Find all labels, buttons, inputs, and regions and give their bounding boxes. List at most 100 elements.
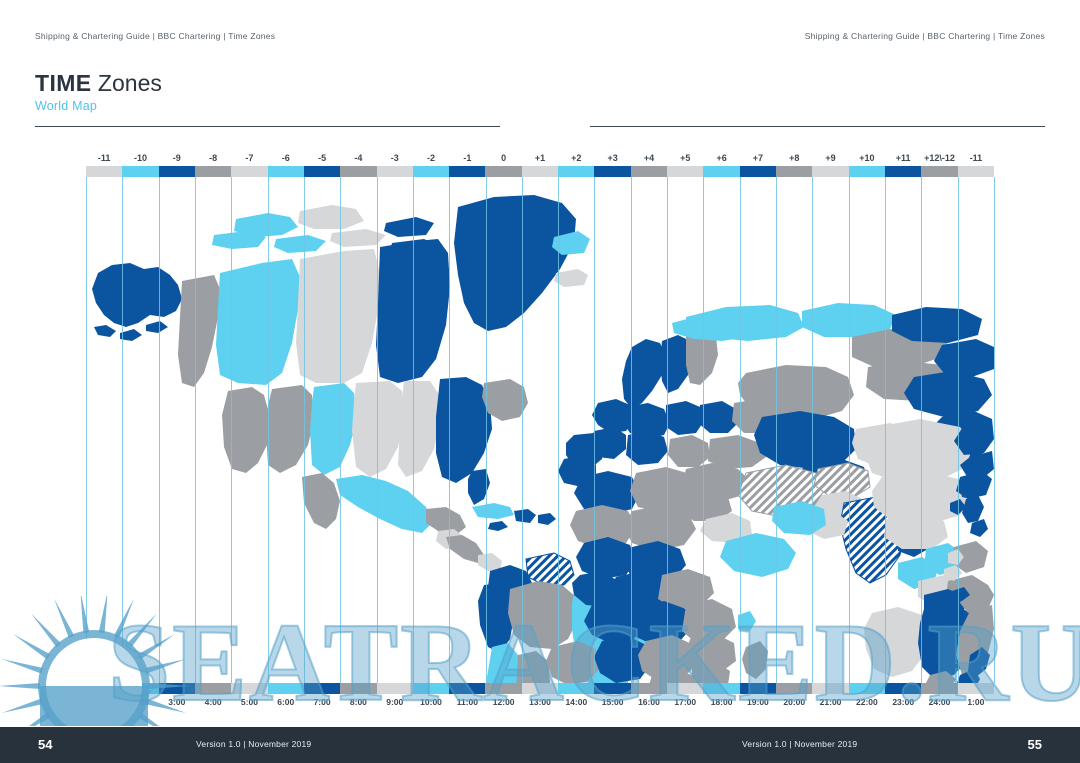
page-title-strong: TIME	[35, 70, 92, 96]
utc-offset-label: +5	[680, 153, 691, 163]
time-zone-band	[376, 166, 413, 177]
map-canvas	[86, 177, 994, 683]
utc-offset-label: -7	[245, 153, 254, 163]
time-zone-band	[158, 683, 195, 694]
time-zone-band	[884, 683, 922, 694]
title-divider-left	[35, 126, 500, 127]
utc-offset-label: -3	[390, 153, 399, 163]
time-zone-band	[921, 166, 958, 177]
time-zone-band	[521, 683, 559, 694]
page-footer: 54 Version 1.0 | November 2019 Version 1…	[0, 727, 1080, 763]
time-zone-band	[267, 683, 304, 694]
time-zone-band	[558, 683, 595, 694]
utc-offset-label: -11	[97, 153, 111, 163]
utc-offset-label: +12\-12	[924, 153, 955, 163]
local-hour-label: 11:00	[456, 697, 478, 707]
local-hour-label: 8:00	[349, 697, 367, 707]
local-hour-label: 14:00	[565, 697, 588, 707]
time-zone-band	[848, 166, 885, 177]
local-hour-label: 1:00	[967, 697, 985, 707]
local-hour-label: 15:00	[601, 697, 624, 707]
local-hour-label: 21:00	[819, 697, 842, 707]
utc-offset-label: +2	[571, 153, 582, 163]
time-zone-band	[957, 166, 994, 177]
time-zone-band	[667, 166, 704, 177]
world-time-zone-map[interactable]	[86, 166, 995, 694]
time-zone-band	[412, 683, 450, 694]
local-hour-label: 10:00	[420, 697, 442, 707]
time-zone-band	[703, 166, 740, 177]
running-header-right: Shipping & Chartering Guide | BBC Charte…	[804, 31, 1045, 41]
time-zone-band	[449, 683, 486, 694]
page-number-right: 55	[1027, 737, 1042, 752]
local-hour-label: 23:00	[892, 697, 915, 707]
time-zone-band	[231, 166, 268, 177]
local-hour-label: 16:00	[638, 697, 660, 707]
time-zone-band	[630, 166, 667, 177]
utc-offset-label: -5	[318, 153, 327, 163]
utc-offset-label: +7	[752, 153, 764, 163]
local-hour-label: 4:00	[204, 697, 222, 707]
time-zone-band	[449, 166, 486, 177]
map-landmasses	[92, 195, 994, 683]
time-zone-band	[485, 166, 522, 177]
page-title-block: TIME Zones World Map	[35, 70, 162, 113]
time-zone-band	[739, 683, 776, 694]
time-zone-band	[194, 166, 232, 177]
time-zone-band	[703, 683, 740, 694]
time-zone-band	[485, 683, 522, 694]
title-divider-right	[590, 126, 1045, 127]
utc-offset-label: -4	[354, 153, 363, 163]
utc-offset-label: +3	[607, 153, 618, 163]
local-hour-ruler: 1:00 2:00 3:00 4:00 5:00 6:00 7:00 8:00 9:00 10:0…	[86, 697, 994, 711]
page-title: TIME Zones	[35, 70, 162, 96]
local-hour-label: 12:00	[492, 697, 515, 707]
time-zone-band	[194, 683, 232, 694]
time-zone-band	[412, 166, 450, 177]
time-zone-band	[594, 683, 631, 694]
footer-version-right: Version 1.0 | November 2019	[742, 739, 858, 749]
utc-offset-label: +11	[895, 153, 911, 163]
utc-offset-label: -8	[209, 153, 218, 163]
time-zone-band	[667, 683, 704, 694]
local-hour-label: 2:00	[131, 697, 149, 707]
utc-offset-label: 0	[501, 153, 507, 163]
time-zone-band	[884, 166, 922, 177]
time-zone-band	[594, 166, 631, 177]
local-hour-label: 24:00	[928, 697, 951, 707]
local-hour-label: 18:00	[710, 697, 733, 707]
time-zone-band	[521, 166, 559, 177]
time-zone-band	[848, 683, 885, 694]
time-zone-band	[122, 166, 159, 177]
local-hour-label: 22:00	[856, 697, 878, 707]
time-zone-band	[340, 683, 377, 694]
local-hour-label: 17:00	[674, 697, 697, 707]
time-zone-band	[158, 166, 195, 177]
time-zone-band	[340, 166, 377, 177]
local-hour-label: 13:00	[529, 697, 551, 707]
utc-offset-ruler: -11 -10 -9 -8 -7 -6 -5 -4 -3 -2 -1 0 +1 +2 +3 +4 +5 +6 +7 +…	[86, 153, 994, 166]
utc-offset-label: +6	[716, 153, 727, 163]
running-header-left: Shipping & Chartering Guide | BBC Charte…	[35, 31, 276, 41]
time-zone-band	[775, 166, 813, 177]
utc-offset-label: +10	[859, 153, 875, 163]
time-zone-band	[86, 683, 123, 694]
time-zone-band	[957, 683, 994, 694]
time-zone-band	[267, 166, 304, 177]
time-zone-band	[630, 683, 667, 694]
time-zone-band-strip-top	[86, 166, 994, 177]
page-number-left: 54	[38, 737, 53, 752]
local-hour-label: 19:00	[747, 697, 769, 707]
page-title-light: Zones	[91, 70, 162, 96]
footer-version-left: Version 1.0 | November 2019	[196, 739, 312, 749]
utc-offset-label: +9	[825, 153, 836, 163]
utc-offset-label: -2	[427, 153, 436, 163]
utc-offset-label: +4	[643, 153, 655, 163]
time-zone-band	[812, 166, 849, 177]
utc-offset-label: -9	[172, 153, 181, 163]
utc-offset-label: +1	[534, 153, 546, 163]
utc-offset-label: +8	[789, 153, 800, 163]
local-hour-label: 20:00	[783, 697, 806, 707]
time-zone-band	[86, 166, 123, 177]
utc-offset-label: -10	[133, 153, 147, 163]
